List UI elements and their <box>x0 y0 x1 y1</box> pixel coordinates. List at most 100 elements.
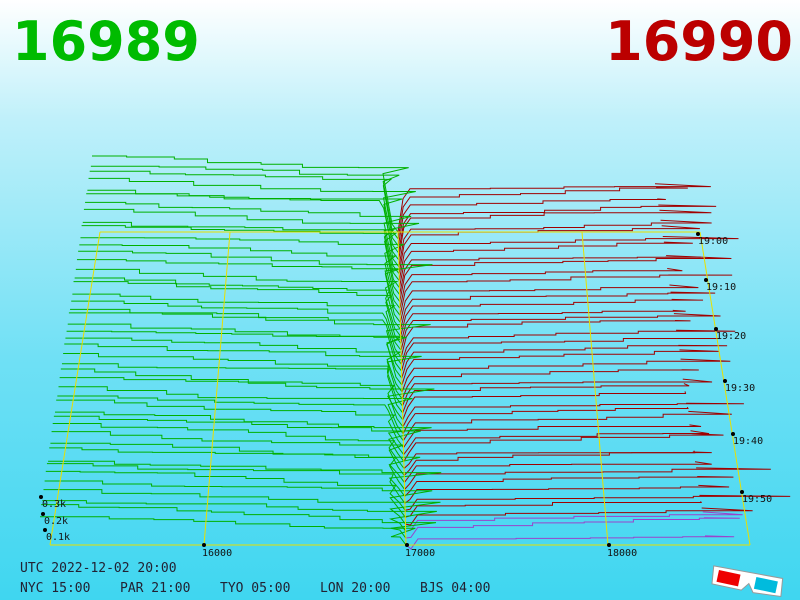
bid-line <box>50 442 421 483</box>
time-label: 19:30 <box>725 383 755 394</box>
ask-line <box>401 369 699 400</box>
bid-line <box>87 189 400 261</box>
ask-line <box>405 507 753 526</box>
ask-line <box>400 320 691 358</box>
time-label: 19:20 <box>716 331 746 342</box>
bid-line <box>72 293 402 351</box>
ask-line <box>401 344 728 379</box>
ask-line <box>403 424 702 448</box>
ask-line <box>400 298 704 337</box>
bid-line <box>80 237 404 302</box>
bid-price: 16989 <box>12 10 200 73</box>
bid-line <box>61 363 404 414</box>
ask-line <box>403 430 710 455</box>
utc-time: UTC 2022-12-02 20:00 <box>20 561 177 576</box>
ask-line <box>398 204 717 253</box>
ask-line <box>405 535 735 550</box>
tick-dot <box>696 232 700 236</box>
tick-dot <box>704 278 708 282</box>
depth-label: 0.2k <box>44 516 68 527</box>
ask-line <box>405 511 743 532</box>
bid-line <box>58 386 413 435</box>
ask-line <box>397 183 711 233</box>
ask-line <box>400 291 716 330</box>
bid-line <box>71 300 402 358</box>
bid-line <box>43 489 441 525</box>
bid-line <box>81 225 401 295</box>
bid-line <box>79 244 401 309</box>
ask-line <box>400 329 736 365</box>
ask-line <box>398 235 739 281</box>
bid-line <box>44 480 433 518</box>
bid-line <box>68 312 431 372</box>
ask-line <box>400 309 686 344</box>
ask-line <box>399 255 732 302</box>
bid-line <box>42 500 437 532</box>
bid-line <box>75 268 401 330</box>
ask-line <box>398 225 700 274</box>
zone-time: BJS 04:00 <box>420 581 490 596</box>
ask-line <box>399 284 699 323</box>
tick-dot <box>714 327 718 331</box>
bid-line <box>86 193 403 268</box>
bid-line <box>83 208 420 281</box>
price-label: 16000 <box>202 548 232 559</box>
tick-dot <box>43 528 47 532</box>
ask-line <box>403 433 724 462</box>
ask-line <box>405 517 740 539</box>
ask-line <box>399 268 683 309</box>
bid-line <box>41 504 437 539</box>
ask-line <box>402 402 744 427</box>
ask-line <box>404 484 730 504</box>
ask-line <box>401 337 721 372</box>
time-label: 19:40 <box>733 436 763 447</box>
ask-line <box>401 378 713 407</box>
3d-glasses-icon <box>711 565 784 598</box>
ask-line <box>404 476 734 497</box>
tick-dot <box>740 490 744 494</box>
time-label: 19:50 <box>742 494 772 505</box>
bid-line <box>89 170 399 247</box>
bid-line <box>73 281 402 344</box>
time-label: 19:00 <box>698 236 728 247</box>
bid-line <box>66 330 407 386</box>
time-label: 19:10 <box>706 282 736 293</box>
zone-time: NYC 15:00 <box>20 581 90 596</box>
ask-line <box>401 349 719 386</box>
ask-line <box>399 274 733 316</box>
bid-line <box>51 431 405 476</box>
zone-time: PAR 21:00 <box>120 581 190 596</box>
tick-dot <box>723 379 727 383</box>
bid-line <box>74 277 402 337</box>
ask-line <box>400 313 721 351</box>
bid-line <box>55 411 432 455</box>
ask-line <box>405 501 703 518</box>
depth-label: 0.1k <box>46 532 70 543</box>
bid-line <box>59 377 404 428</box>
ask-line <box>398 209 712 260</box>
tick-dot <box>41 512 45 516</box>
bid-line <box>88 177 416 254</box>
axis-labels: 16000 17000 18000 19:00 19:10 19:20 19:30 19:40… <box>39 232 772 559</box>
bid-line <box>64 343 422 400</box>
ask-line <box>399 256 701 295</box>
ask-line <box>402 383 690 414</box>
bid-line <box>63 352 403 407</box>
ask-line <box>404 467 771 490</box>
ask-price: 16990 <box>605 10 793 73</box>
ask-line <box>398 219 712 267</box>
tick-dot <box>405 543 409 547</box>
bid-line <box>49 447 405 490</box>
bid-line <box>56 399 404 448</box>
bid-line <box>92 155 409 233</box>
bid-line <box>45 470 406 511</box>
bid-line <box>48 460 442 497</box>
bid-line <box>46 463 406 504</box>
ask-line <box>398 241 693 288</box>
bid-line <box>57 395 404 441</box>
bid-line <box>40 516 416 546</box>
zone-time: TYO 05:00 <box>220 581 290 596</box>
price-label: 18000 <box>607 548 637 559</box>
tick-dot <box>731 432 735 436</box>
